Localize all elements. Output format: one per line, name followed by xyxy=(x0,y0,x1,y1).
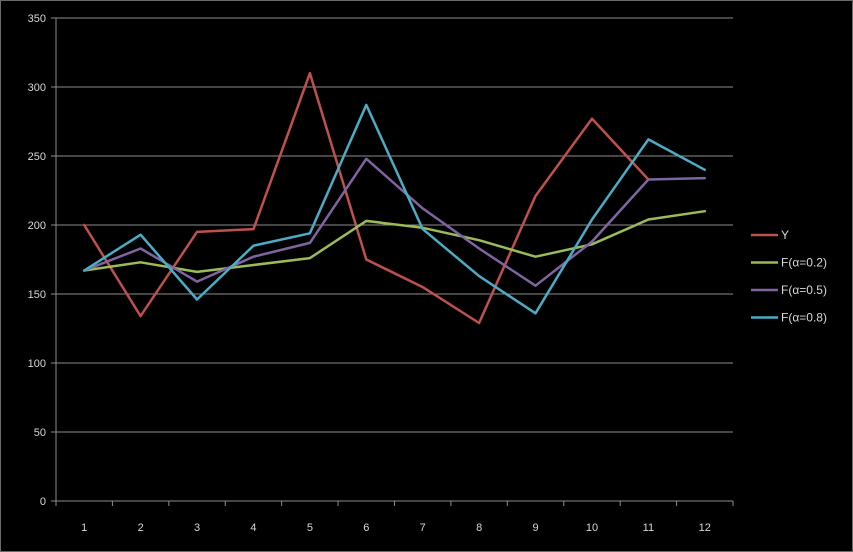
series-line-1 xyxy=(82,71,650,325)
y-tick-label: 100 xyxy=(28,358,46,370)
y-tick-labels: 0 50 100 150 200 250 300 350 xyxy=(28,13,46,508)
y-tick-label: 300 xyxy=(28,82,46,94)
x-tick-label: 5 xyxy=(307,522,313,534)
series-lines xyxy=(82,71,707,325)
legend-label: F(α=0.5) xyxy=(781,283,827,297)
series-line-4 xyxy=(82,103,707,315)
x-tick-label: 4 xyxy=(250,522,256,534)
legend-label: F(α=0.2) xyxy=(781,256,827,270)
series-line-3 xyxy=(82,157,707,287)
x-tick-label: 9 xyxy=(532,522,538,534)
y-tick-label: 150 xyxy=(28,289,46,301)
y-tick-label: 350 xyxy=(28,13,46,25)
x-tick-label: 12 xyxy=(699,522,711,534)
x-tick-label: 8 xyxy=(476,522,482,534)
legend-label: Y xyxy=(781,228,789,242)
x-tick-label: 7 xyxy=(420,522,426,534)
y-tick-label: 200 xyxy=(28,220,46,232)
y-tick-label: 0 xyxy=(40,496,46,508)
x-tick-label: 1 xyxy=(81,522,87,534)
x-tick-label: 3 xyxy=(194,522,200,534)
x-tick-label: 6 xyxy=(363,522,369,534)
x-tick-label: 11 xyxy=(643,522,654,534)
gridlines xyxy=(56,17,733,433)
y-tick-label: 250 xyxy=(28,151,46,163)
legend-label: F(α=0.8) xyxy=(781,311,827,325)
series-line-2 xyxy=(82,209,707,274)
y-tick-label: 50 xyxy=(34,427,46,439)
legend: Y F(α=0.2) F(α=0.5) F(α=0.8) xyxy=(751,228,827,325)
axes xyxy=(51,17,734,506)
x-tick-label: 2 xyxy=(138,522,144,534)
x-tick-labels: 1 2 3 4 5 6 7 8 9 10 11 12 xyxy=(81,522,711,534)
x-tick-label: 10 xyxy=(586,522,598,534)
